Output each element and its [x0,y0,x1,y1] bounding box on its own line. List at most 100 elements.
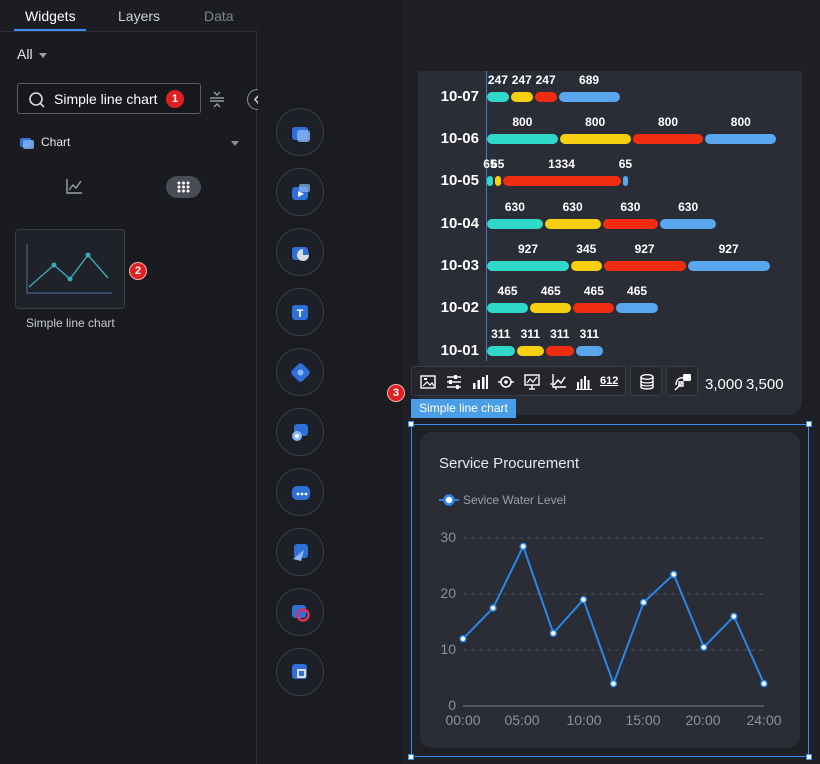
bar-value-label: 465 [627,284,648,298]
bar-segment[interactable] [534,92,557,102]
bar-value-label: 927 [518,242,539,256]
filter-select-value: All [17,46,33,62]
widget-toolbar: 612 [411,366,626,396]
bar-segment[interactable] [559,134,631,144]
axis-icon[interactable] [549,373,567,391]
bar-segment[interactable] [487,261,570,271]
component-button[interactable] [276,408,324,456]
bar-segment[interactable] [575,346,604,356]
bar-segment[interactable] [530,303,572,313]
component-button[interactable] [276,108,324,156]
bar-segment[interactable] [571,261,602,271]
bar-value-label: 311 [520,327,540,341]
panel-tabs: Widgets Layers Data [0,0,257,32]
media-widget-icon [292,184,310,200]
search-input-value: Simple line chart [54,91,158,107]
component-button[interactable] [276,168,324,216]
bar-value-label: 630 [504,200,525,214]
bar-value-label: 65 [483,157,497,171]
bar-segment[interactable] [487,219,543,229]
bar-segment[interactable] [660,219,716,229]
bar-value-label: 630 [562,200,583,214]
bar-segment[interactable] [546,346,574,356]
y-tick-label: 20 [440,585,456,601]
bar-segment[interactable] [622,176,629,186]
chevron-down-icon [38,52,47,58]
image-icon[interactable] [419,373,437,391]
resize-handle[interactable] [806,754,812,760]
bar-value-label: 65 [490,157,505,171]
tab-widgets[interactable]: Widgets [25,8,76,24]
bar-value-label: 465 [497,284,518,298]
bar-segment[interactable] [502,176,621,186]
legend-marker-icon [439,494,459,506]
target-icon[interactable] [497,373,515,391]
component-button[interactable] [276,228,324,276]
bar-category-label: 10-05 [440,172,479,189]
component-button[interactable] [276,528,324,576]
bar-segment[interactable] [603,261,686,271]
bar-segment[interactable] [487,346,515,356]
stacked-bar-widget[interactable] [418,71,802,415]
component-button[interactable] [276,588,324,636]
chevron-left-icon [253,94,260,105]
bar-value-label: 689 [579,73,600,87]
selection-frame[interactable] [411,424,809,757]
resize-handle[interactable] [408,421,414,427]
bar-segment[interactable] [705,134,777,144]
component-button[interactable] [276,348,324,396]
resize-handle[interactable] [408,754,414,760]
bar-value-label: 800 [585,115,606,129]
bar-value-label: 311 [579,327,600,341]
column-chart-icon[interactable] [575,373,593,391]
bar-segment[interactable] [487,303,529,313]
bar-value-label: 311 [491,327,511,341]
bar-segment[interactable] [494,176,501,186]
bar-value-label: 247 [511,73,532,87]
grid-view-button[interactable] [166,176,201,198]
list-view-line-icon[interactable] [64,177,84,195]
bar-value-label: 630 [678,200,699,214]
filter-select[interactable]: All [17,46,47,62]
component-button[interactable] [276,648,324,696]
resize-handle[interactable] [806,421,812,427]
bar-segment[interactable] [558,92,620,102]
number-icon[interactable]: 612 [600,375,619,387]
tab-layers[interactable]: Layers [118,8,161,24]
x-tick-label: 05:00 [504,712,540,728]
category-chart[interactable]: Chart [19,134,241,152]
bar-segment[interactable] [616,303,658,313]
interaction-button[interactable] [666,366,698,396]
navigation-widget-icon [293,544,308,561]
sliders-icon[interactable] [445,373,463,391]
bar-segment[interactable] [632,134,704,144]
tab-data[interactable]: Data [204,8,234,24]
bar-segment[interactable] [487,176,493,186]
bar-segment[interactable] [602,219,659,229]
bar-x-tick-label: 3,500 [746,376,784,393]
x-tick-label: 24:00 [746,712,782,728]
graph-widget-icon [292,424,308,441]
bar-value-label: 800 [730,115,751,129]
bar-segment[interactable] [487,134,558,144]
bar-segment[interactable] [573,303,615,313]
text-widget-icon: T [292,305,308,320]
x-tick-label: 15:00 [625,712,661,728]
bar-segment[interactable] [487,92,509,102]
bar-value-label: 800 [512,115,533,129]
component-button[interactable]: T [276,288,324,336]
database-button[interactable] [630,366,662,396]
widget-tile-simple-line-chart[interactable] [15,229,125,309]
bar-segment[interactable] [544,219,601,229]
bar-chart-icon[interactable] [471,373,489,391]
pie-widget-icon [292,247,309,261]
bar-category-label: 10-06 [440,130,479,147]
screen-icon[interactable] [523,373,541,391]
svg-text:T: T [297,308,304,320]
collapse-all-icon[interactable] [209,90,225,108]
line-chart-widget[interactable] [420,432,800,748]
bar-segment[interactable] [510,92,533,102]
bar-segment[interactable] [687,261,770,271]
component-button[interactable] [276,468,324,516]
bar-segment[interactable] [516,346,545,356]
